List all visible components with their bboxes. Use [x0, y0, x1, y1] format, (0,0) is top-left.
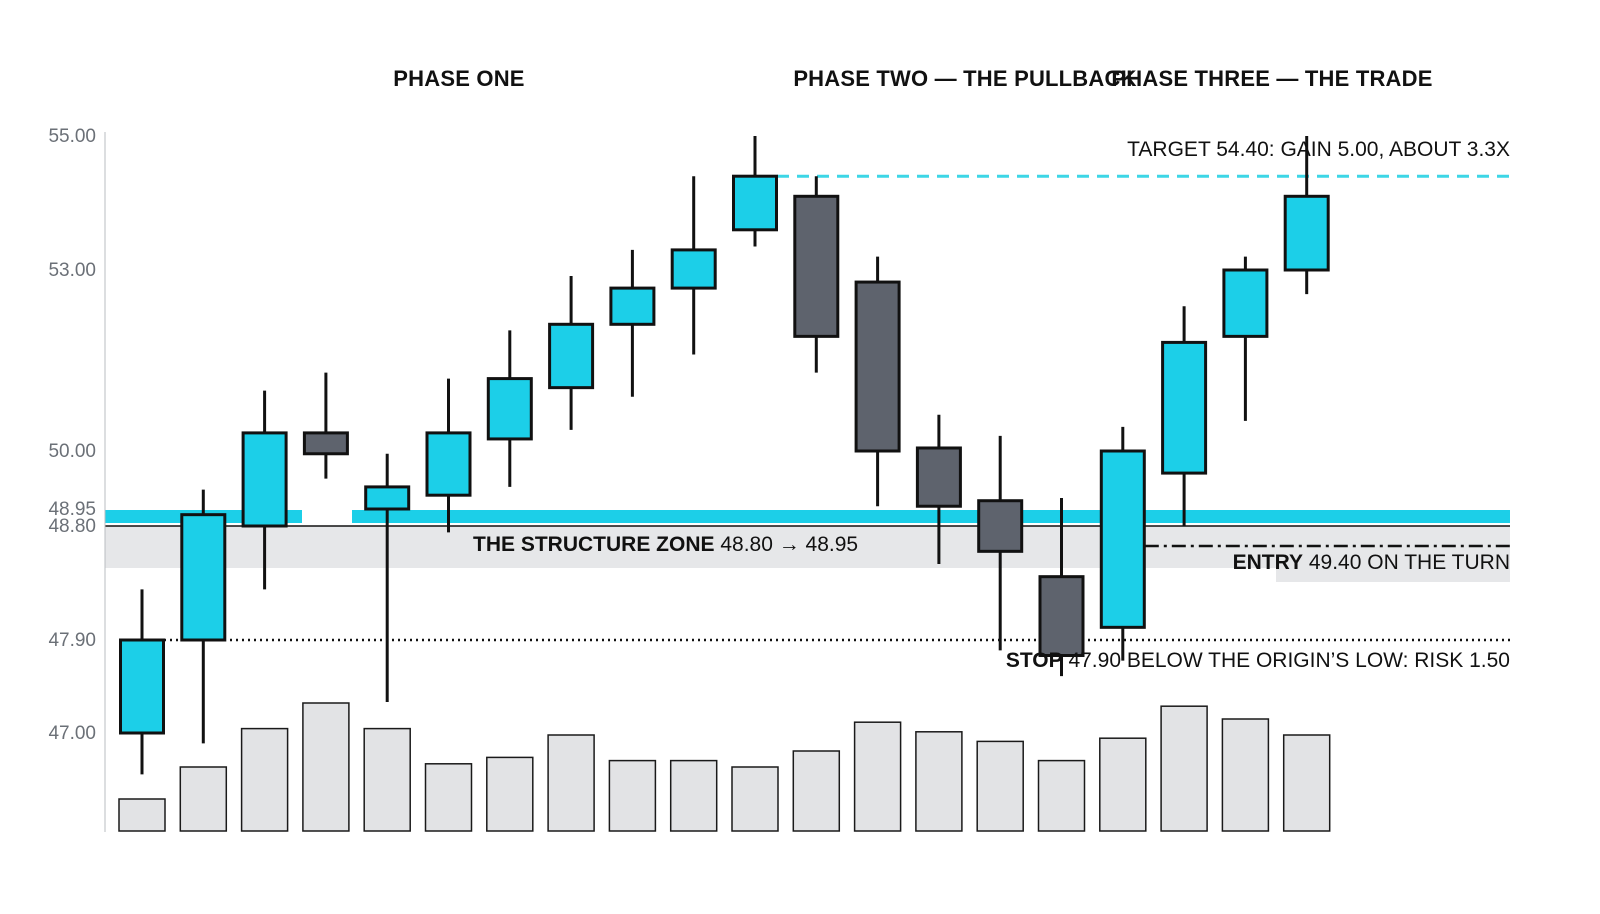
candle-body — [486, 377, 533, 441]
candle-body — [1161, 340, 1208, 475]
candle-body — [793, 194, 840, 338]
y-tick-label: 55.00 — [48, 126, 96, 147]
candle-body — [1222, 268, 1269, 338]
y-tick-label: 48.80 — [48, 516, 96, 537]
candle — [302, 372, 349, 479]
candle-body — [732, 174, 778, 232]
candle — [609, 249, 656, 397]
level-lines — [164, 174, 1510, 642]
candle — [119, 589, 165, 775]
y-tick-label: 50.00 — [48, 441, 96, 462]
stop-label-rest: 47.90 BELOW THE ORIGIN’S LOW: RISK 1.50 — [1063, 649, 1510, 672]
volume-bar — [302, 702, 350, 832]
candle — [1222, 256, 1269, 421]
volume-bar — [669, 759, 718, 832]
structure-zone — [105, 526, 1510, 568]
candle-body — [425, 431, 472, 497]
candle — [670, 176, 717, 355]
volume-bar — [608, 759, 657, 832]
structure-band-right — [352, 510, 1510, 523]
candle — [548, 276, 595, 430]
candle-body — [180, 513, 227, 642]
candle-body — [1283, 194, 1330, 272]
candle — [486, 330, 533, 487]
candle — [854, 256, 901, 507]
stop-annotation: STOP 47.90 BELOW THE ORIGIN’S LOW: RISK … — [1006, 649, 1510, 672]
candle-body — [854, 280, 901, 453]
volume-bar — [1037, 759, 1086, 832]
candle — [364, 453, 411, 702]
volume-bar — [1282, 734, 1331, 832]
candle — [732, 136, 778, 247]
candle-body — [670, 248, 717, 290]
stop-label-strong: STOP — [1006, 649, 1063, 672]
candle-body — [1038, 575, 1085, 658]
phase-three-title: PHASE THREE — THE TRADE — [1111, 66, 1432, 91]
y-tick-label: 53.00 — [48, 260, 96, 281]
candle-body — [119, 638, 165, 735]
candle-body — [1099, 449, 1146, 629]
phase-two-title: PHASE TWO — THE PULLBACK — [793, 66, 1136, 91]
volume-bar — [853, 721, 902, 832]
structure-zone-range: 48.80 → 48.95 — [715, 533, 859, 556]
candle-body — [241, 431, 288, 528]
volume-bar — [1221, 718, 1270, 832]
volume-bar — [731, 766, 779, 832]
structure-zone-title: THE STRUCTURE ZONE — [473, 533, 715, 556]
volume-bar — [179, 766, 228, 832]
phase-one-title: PHASE ONE — [393, 66, 524, 91]
volume-bar — [976, 740, 1024, 832]
volume-bar — [240, 727, 289, 832]
candle — [180, 489, 227, 744]
volume-bar — [486, 756, 534, 832]
entry-label-rest: 49.40 ON THE TURN — [1303, 551, 1510, 574]
volume-bar — [547, 734, 595, 832]
volume-bar — [1099, 737, 1147, 832]
entry-label-strong: ENTRY — [1233, 551, 1303, 574]
candle — [1283, 136, 1330, 295]
candle — [1161, 306, 1208, 526]
volume-bar — [363, 727, 411, 832]
target-annotation: TARGET 54.40: GAIN 5.00, ABOUT 3.3X — [1127, 138, 1510, 161]
candle — [1038, 497, 1085, 677]
candle — [1099, 426, 1146, 661]
entry-annotation: ENTRY 49.40 ON THE TURN — [1233, 551, 1510, 574]
candle — [793, 176, 840, 373]
volume-bar — [424, 763, 473, 832]
candle — [977, 435, 1024, 651]
y-tick-label: 47.90 — [48, 630, 96, 651]
candle — [425, 378, 472, 533]
volume-bar — [1160, 705, 1208, 832]
volume-bar — [792, 750, 841, 832]
volume-bars — [118, 702, 1331, 832]
candle-body — [609, 286, 656, 326]
candle — [915, 414, 962, 564]
candle-body — [364, 485, 411, 511]
structure-zone-annotation: THE STRUCTURE ZONE 48.80 → 48.95 — [473, 533, 858, 556]
y-tick-label: 47.00 — [48, 723, 96, 744]
candle-body — [915, 446, 962, 508]
candle-body — [302, 431, 349, 456]
volume-bar — [915, 731, 963, 832]
candle-body — [977, 499, 1024, 553]
entry-label-background — [1276, 554, 1510, 582]
structure-zone-layer — [105, 510, 1510, 582]
candle-body — [548, 322, 595, 390]
candle — [241, 390, 288, 590]
candles — [119, 136, 1330, 775]
y-tick-label: 48.95 — [48, 499, 96, 520]
volume-bar — [118, 798, 166, 832]
